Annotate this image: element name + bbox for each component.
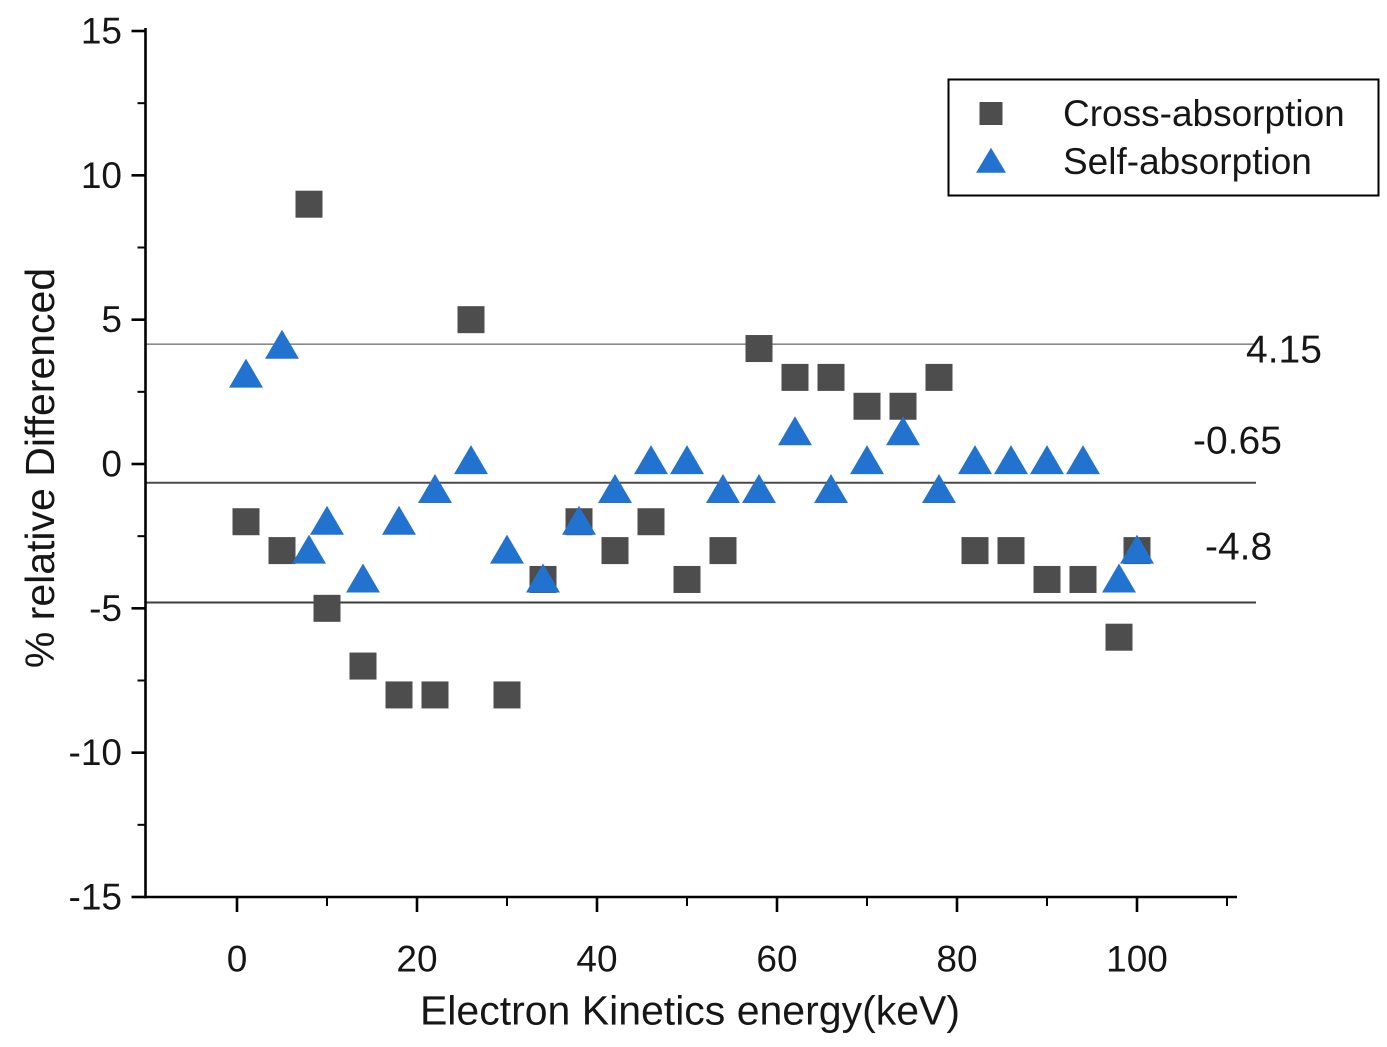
self-absorption-point bbox=[850, 445, 884, 475]
cross-absorption-point bbox=[421, 681, 449, 709]
x-tick-label: 60 bbox=[756, 938, 797, 979]
self-absorption-point bbox=[742, 474, 776, 504]
cross-absorption-point bbox=[1033, 565, 1061, 593]
cross-absorption-point bbox=[1069, 565, 1097, 593]
legend-square-icon bbox=[979, 102, 1003, 125]
self-absorption-point bbox=[670, 445, 704, 475]
cross-absorption-point bbox=[601, 537, 629, 565]
cross-absorption-point bbox=[853, 392, 881, 420]
self-absorption-point bbox=[454, 445, 488, 475]
self-absorption-point bbox=[265, 329, 299, 359]
x-tick-label: 100 bbox=[1106, 938, 1168, 979]
cross-absorption-point bbox=[745, 335, 773, 363]
y-tick-label: 10 bbox=[81, 155, 122, 196]
self-absorption-point bbox=[634, 445, 668, 475]
self-absorption-point bbox=[706, 474, 740, 504]
cross-absorption-point bbox=[268, 537, 296, 565]
self-absorption-point bbox=[346, 563, 380, 593]
cross-absorption-point bbox=[493, 681, 521, 709]
y-tick-label: -5 bbox=[89, 588, 122, 629]
y-tick-label: 5 bbox=[101, 299, 122, 340]
cross-absorption-point bbox=[889, 392, 917, 420]
cross-absorption-point bbox=[1105, 623, 1133, 651]
self-absorption-point bbox=[778, 416, 812, 446]
x-tick-label: 80 bbox=[936, 938, 977, 979]
legend-triangle-icon bbox=[976, 147, 1006, 173]
self-absorption-point bbox=[292, 534, 326, 564]
y-tick-label: 15 bbox=[81, 11, 122, 52]
self-absorption-point bbox=[1066, 445, 1100, 475]
ref-line-label: 4.15 bbox=[1246, 329, 1322, 372]
cross-absorption-point bbox=[709, 537, 737, 565]
self-absorption-point bbox=[1102, 563, 1136, 593]
cross-absorption-point bbox=[385, 681, 413, 709]
cross-absorption-point bbox=[457, 306, 485, 334]
x-tick-label: 40 bbox=[576, 938, 617, 979]
self-absorption-point bbox=[1030, 445, 1064, 475]
cross-absorption-point bbox=[961, 537, 989, 565]
self-absorption-point bbox=[886, 416, 920, 446]
self-absorption-point bbox=[958, 445, 992, 475]
cross-absorption-point bbox=[817, 363, 845, 391]
cross-absorption-point bbox=[313, 594, 341, 622]
cross-absorption-point bbox=[673, 565, 701, 593]
legend-box bbox=[947, 78, 1380, 197]
series-square bbox=[232, 190, 1151, 709]
self-absorption-point bbox=[229, 358, 263, 388]
y-tick-label: -10 bbox=[69, 732, 122, 773]
cross-absorption-point bbox=[925, 363, 953, 391]
self-absorption-point bbox=[310, 505, 344, 535]
ref-line-label: -0.65 bbox=[1193, 420, 1282, 463]
cross-absorption-point bbox=[295, 190, 323, 218]
cross-absorption-point bbox=[349, 652, 377, 680]
x-tick-label: 0 bbox=[227, 938, 248, 979]
self-absorption-point bbox=[1120, 534, 1154, 564]
legend-item-label: Self-absorption bbox=[1063, 141, 1312, 182]
self-absorption-point bbox=[490, 534, 524, 564]
self-absorption-point bbox=[922, 474, 956, 504]
self-absorption-point bbox=[382, 505, 416, 535]
x-axis-title: Electron Kinetics energy(keV) bbox=[420, 988, 960, 1034]
self-absorption-point bbox=[994, 445, 1028, 475]
y-tick-label: 0 bbox=[101, 444, 122, 485]
x-tick-label: 20 bbox=[396, 938, 437, 979]
series-triangle bbox=[229, 329, 1154, 593]
cross-absorption-point bbox=[997, 537, 1025, 565]
self-absorption-point bbox=[814, 474, 848, 504]
self-absorption-point bbox=[598, 474, 632, 504]
legend: Cross-absorption Self-absorption bbox=[947, 78, 1380, 197]
cross-absorption-point bbox=[637, 508, 665, 536]
self-absorption-point bbox=[526, 563, 560, 593]
ref-line-label: -4.8 bbox=[1205, 526, 1272, 569]
y-axis-title: % relative Differenced bbox=[17, 268, 63, 668]
legend-item-label: Cross-absorption bbox=[1063, 93, 1345, 134]
cross-absorption-point bbox=[232, 508, 260, 536]
y-tick-label: -15 bbox=[69, 876, 122, 917]
cross-absorption-point bbox=[781, 363, 809, 391]
self-absorption-point bbox=[418, 474, 452, 504]
self-absorption-point bbox=[562, 505, 596, 535]
